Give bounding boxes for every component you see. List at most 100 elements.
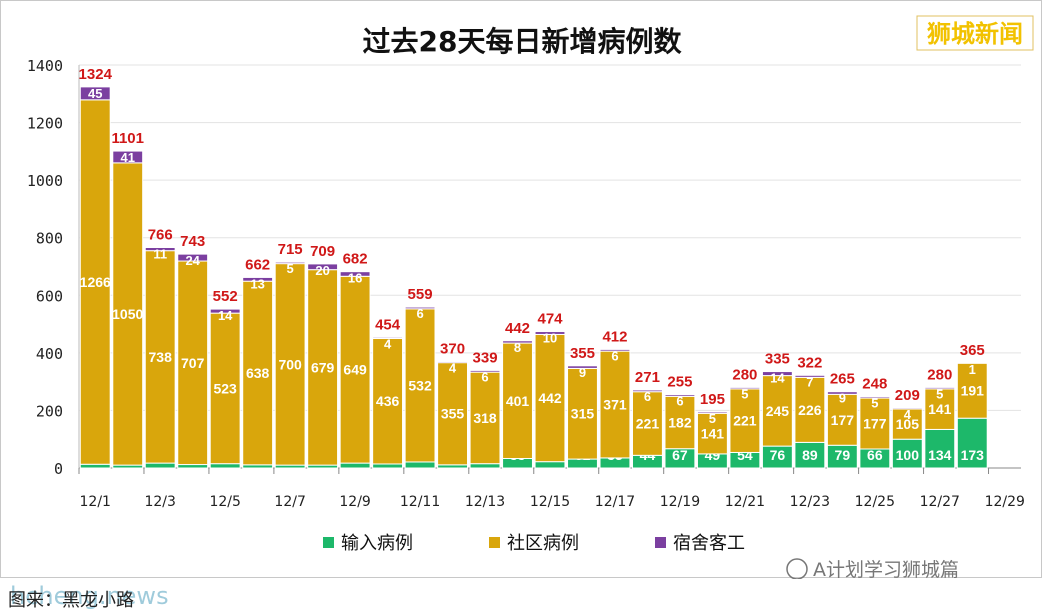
bar-segment-dorm — [339, 271, 371, 277]
y-tick-label: 200 — [36, 402, 63, 420]
segment-label: 45 — [88, 86, 102, 101]
y-tick-label: 0 — [54, 460, 63, 478]
segment-label: 371 — [603, 397, 627, 413]
bar-segment-community — [144, 250, 176, 464]
bar-segment-community — [177, 260, 209, 466]
x-tick-label: 12/3 — [144, 494, 175, 510]
total-label: 709 — [310, 243, 335, 260]
x-tick-label: 12/19 — [660, 494, 700, 510]
total-label: 248 — [862, 376, 887, 393]
bar-segment-dorm — [534, 331, 566, 335]
total-label: 339 — [473, 349, 498, 366]
segment-label: 5 — [936, 386, 943, 401]
bar-segment-dorm — [404, 306, 436, 310]
total-label: 682 — [343, 251, 368, 268]
segment-label: 436 — [376, 393, 400, 409]
segment-label: 177 — [831, 412, 855, 428]
segment-label: 11 — [153, 247, 167, 262]
x-tick-label: 12/9 — [339, 494, 370, 510]
bar-segment-dorm — [599, 348, 631, 352]
chart-frame: 过去28天每日新增病例数 狮城新闻 0 200 400 600 800 1000 1200 140… — [0, 0, 1042, 579]
segment-label: 355 — [441, 406, 465, 422]
total-label: 552 — [213, 288, 238, 305]
bar-segment-dorm — [79, 86, 111, 101]
segment-label: 141 — [701, 426, 725, 442]
bar-segment-community — [794, 376, 826, 443]
segment-label: 5 — [871, 396, 878, 411]
legend-label: 社区病例 — [507, 533, 579, 554]
segment-label: 679 — [311, 359, 335, 375]
bar-segment-dorm — [242, 276, 274, 282]
segment-label: 318 — [473, 410, 497, 426]
bar-segment-dorm — [112, 150, 144, 164]
total-label: 195 — [700, 391, 725, 408]
segment-label: 315 — [571, 406, 595, 422]
bar-segment-community — [112, 162, 144, 466]
segment-label: 9 — [579, 365, 586, 380]
bar-segment-community — [826, 393, 858, 446]
segment-label: 5 — [287, 261, 294, 276]
total-label: 271 — [635, 369, 660, 386]
segment-label: 66 — [867, 447, 883, 463]
legend-swatch — [489, 537, 500, 548]
x-tick-label: 12/27 — [920, 494, 960, 510]
x-tick-label: 12/1 — [80, 494, 111, 510]
segment-label: 523 — [213, 380, 237, 396]
segment-label: 707 — [181, 355, 205, 371]
segment-label: 9 — [839, 391, 846, 406]
total-label: 474 — [537, 311, 563, 328]
segment-label: 221 — [636, 416, 660, 432]
segment-label: 442 — [538, 390, 562, 406]
y-tick-label: 800 — [36, 230, 63, 248]
segment-label: 245 — [766, 403, 790, 419]
segment-label: 105 — [896, 416, 920, 432]
y-tick-label: 400 — [36, 345, 63, 363]
legend-swatch — [323, 537, 334, 548]
x-tick-label: 12/23 — [790, 494, 830, 510]
bar-segment-dorm — [826, 391, 858, 395]
total-label: 454 — [375, 316, 401, 333]
legend-swatch — [655, 537, 666, 548]
segment-label: 1 — [969, 362, 976, 377]
segment-label: 24 — [185, 253, 200, 268]
segment-label: 8 — [514, 340, 521, 355]
total-label: 322 — [797, 354, 822, 371]
bar-segment-community — [956, 362, 988, 419]
bar-segment-dorm — [274, 261, 306, 265]
brand-box — [916, 15, 1034, 51]
bar-segment-dorm — [144, 247, 176, 252]
segment-label: 14 — [770, 371, 785, 386]
segment-label: 6 — [416, 306, 423, 321]
bar-segment-import — [177, 464, 209, 469]
segment-label: 41 — [120, 150, 134, 165]
segment-label: 191 — [961, 383, 985, 399]
total-label: 365 — [960, 342, 985, 359]
segment-label: 67 — [672, 447, 688, 463]
bar-segment-community — [696, 412, 728, 455]
bar-segment-import — [469, 463, 501, 469]
bar-segment-community — [339, 275, 371, 464]
x-tick-label: 12/11 — [400, 494, 440, 510]
segment-label: 20 — [315, 263, 329, 278]
bar-segment-import — [891, 438, 923, 469]
bar-segment-dorm — [859, 396, 891, 399]
segment-label: 5 — [741, 386, 748, 401]
total-label: 265 — [830, 371, 855, 388]
segment-label: 226 — [798, 402, 822, 418]
segment-label: 700 — [278, 356, 302, 372]
image-caption: 图来：黑龙小路 — [8, 590, 134, 611]
segment-label: 13 — [250, 276, 264, 291]
x-tick-label: 12/13 — [465, 494, 505, 510]
x-tick-label: 12/29 — [985, 494, 1025, 510]
bar-segment-community — [209, 312, 241, 465]
segment-label: 738 — [149, 349, 173, 365]
bar-segment-community — [761, 375, 793, 447]
bar-segment-import — [924, 428, 956, 469]
x-tick-label: 12/25 — [855, 494, 895, 510]
segment-label: 6 — [481, 369, 488, 384]
segment-label: 76 — [770, 447, 786, 463]
segment-label: 173 — [961, 447, 985, 463]
bar-segment-community — [404, 308, 436, 463]
total-label: 743 — [180, 233, 205, 250]
segment-label: 89 — [802, 447, 818, 463]
